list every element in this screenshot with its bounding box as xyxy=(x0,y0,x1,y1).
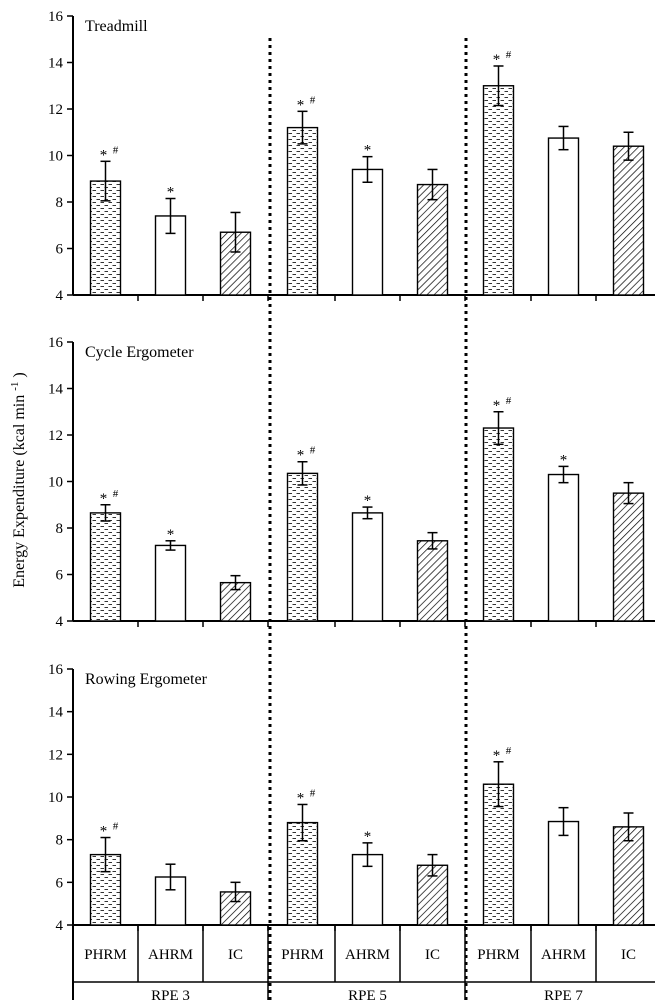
bar-1-1-ahrm xyxy=(351,512,384,622)
y-tick-label-1-3: 10 xyxy=(48,475,63,491)
y-tick-label-0-3: 10 xyxy=(48,149,63,165)
bar-0-1-ic xyxy=(416,183,449,296)
y-tick-label-1-2: 8 xyxy=(56,521,64,537)
y-tick-label-0-1: 6 xyxy=(56,242,64,258)
bar-0-1-ahrm xyxy=(351,168,384,296)
marker-1-0-0-1: # xyxy=(113,488,119,500)
panel-title-1: Cycle Ergometer xyxy=(85,344,194,361)
y-tick-label-0-6: 16 xyxy=(48,9,64,25)
marker-1-2-0-0: * xyxy=(493,398,501,414)
marker-0-1-1-0: * xyxy=(364,143,372,159)
y-tick-label-2-3: 10 xyxy=(48,790,63,806)
bar-1-1-phrm xyxy=(286,472,319,622)
y-tick-label-0-4: 12 xyxy=(48,102,63,118)
y-tick-label-2-5: 14 xyxy=(48,705,64,721)
bar-1-2-ahrm xyxy=(547,473,580,622)
bar-1-0-ahrm xyxy=(154,544,187,622)
marker-1-0-1-0: * xyxy=(167,527,175,543)
y-tick-label-1-0: 4 xyxy=(56,614,64,630)
marker-2-1-0-1: # xyxy=(310,787,316,799)
error-bars-layer xyxy=(100,65,634,903)
category-label-1-ahrm: AHRM xyxy=(345,947,390,963)
category-label-1-ic: IC xyxy=(425,947,440,963)
y-axis-title-exponent: -1 xyxy=(9,382,21,391)
y-tick-label-2-4: 12 xyxy=(48,747,63,763)
y-tick-label-2-6: 16 xyxy=(48,662,64,678)
bar-1-0-phrm xyxy=(89,512,122,622)
bar-0-2-ahrm xyxy=(547,137,580,296)
y-tick-label-1-1: 6 xyxy=(56,568,64,584)
category-label-0-phrm: PHRM xyxy=(84,947,127,963)
marker-1-0-0-0: * xyxy=(100,491,108,507)
y-tick-label-1-6: 16 xyxy=(48,335,64,351)
bar-0-2-phrm xyxy=(482,85,515,296)
significance-markers-layer: * # * * # * * # * # * * # * * # * * # * # * * # xyxy=(100,49,568,845)
category-label-0-ic: IC xyxy=(228,947,243,963)
marker-0-1-0-0: * xyxy=(297,97,305,113)
panel-title-0: Treadmill xyxy=(85,18,148,35)
marker-0-0-0-0: * xyxy=(100,147,108,163)
panel-title-2: Rowing Ergometer xyxy=(85,671,208,688)
y-tick-label-2-0: 4 xyxy=(56,918,64,934)
y-tick-label-0-2: 8 xyxy=(56,195,64,211)
bar-2-2-phrm xyxy=(482,783,515,926)
y-axis-title: Energy Expenditure (kcal min -1 ) xyxy=(5,372,28,587)
category-label-0-ahrm: AHRM xyxy=(148,947,193,963)
labels-layer: 4 6 8 10 12 14 16 Treadmill 4 6 8 10 12 14 16 Cycle Erg… xyxy=(48,9,636,1004)
bars-layer xyxy=(89,85,645,926)
bar-1-2-phrm xyxy=(482,427,515,622)
marker-1-1-0-1: # xyxy=(310,445,316,457)
y-axis-title-unit: min xyxy=(11,395,28,420)
category-label-1-phrm: PHRM xyxy=(281,947,324,963)
bar-2-2-ahrm xyxy=(547,820,580,926)
marker-1-1-0-0: * xyxy=(297,448,305,464)
marker-2-1-0-0: * xyxy=(297,790,305,806)
y-tick-label-0-0: 4 xyxy=(56,288,64,304)
y-tick-label-2-2: 8 xyxy=(56,833,64,849)
category-label-2-phrm: PHRM xyxy=(477,947,520,963)
marker-2-1-1-0: * xyxy=(364,829,372,845)
marker-0-2-0-1: # xyxy=(506,49,512,61)
marker-2-2-0-1: # xyxy=(506,745,512,757)
y-tick-label-2-1: 6 xyxy=(56,875,64,891)
marker-1-2-0-1: # xyxy=(506,395,512,407)
marker-1-2-1-0: * xyxy=(560,452,568,468)
bar-0-1-phrm xyxy=(286,126,319,296)
marker-0-0-0-1: # xyxy=(113,144,119,156)
group-label-1: RPE 5 xyxy=(348,988,387,1000)
marker-2-0-0-1: # xyxy=(113,821,119,833)
y-tick-label-1-4: 12 xyxy=(48,428,63,444)
bar-0-2-ic xyxy=(612,145,645,296)
marker-0-1-0-1: # xyxy=(310,94,316,106)
y-tick-label-0-5: 14 xyxy=(48,56,64,72)
bar-2-2-ic xyxy=(612,826,645,926)
y-axis-title-main: Energy Expenditure (kcal xyxy=(11,423,28,588)
group-label-2: RPE 7 xyxy=(544,988,583,1000)
group-label-0: RPE 3 xyxy=(151,988,190,1000)
marker-2-0-0-0: * xyxy=(100,824,108,840)
category-label-2-ic: IC xyxy=(621,947,636,963)
y-tick-label-1-5: 14 xyxy=(48,382,64,398)
marker-0-2-0-0: * xyxy=(493,52,501,68)
bar-1-2-ic xyxy=(612,492,645,622)
y-axis-title-close: ) xyxy=(11,372,28,377)
category-label-2-ahrm: AHRM xyxy=(541,947,586,963)
marker-1-1-1-0: * xyxy=(364,493,372,509)
marker-0-0-1-0: * xyxy=(167,185,175,201)
bar-1-1-ic xyxy=(416,540,449,622)
marker-2-2-0-0: * xyxy=(493,748,501,764)
